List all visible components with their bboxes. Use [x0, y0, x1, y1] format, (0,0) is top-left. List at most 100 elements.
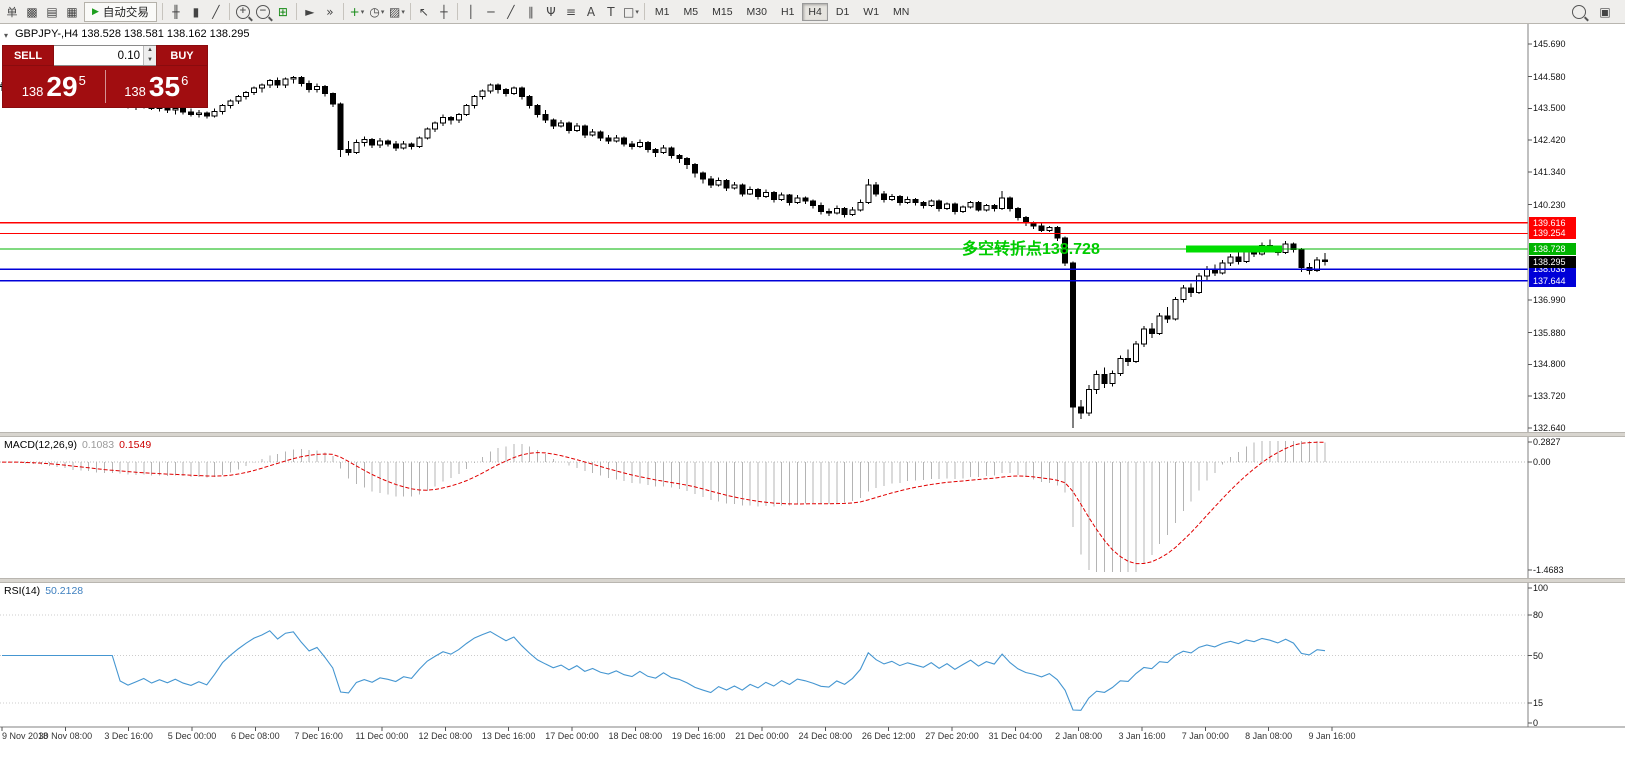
zoom-in-lens: +: [235, 4, 250, 19]
templates-icon[interactable]: ▨ ▾: [387, 2, 407, 22]
search-icon[interactable]: [1569, 2, 1589, 22]
one-click-collapse-arrow[interactable]: ▾: [4, 31, 9, 40]
separator-2: [228, 3, 230, 20]
rsi-name: RSI(14): [4, 585, 41, 597]
ohlc-bars-icon[interactable]: ╫: [166, 2, 186, 22]
rsi-axis-label: 100: [1533, 583, 1549, 593]
timeframe-m30-button[interactable]: M30: [741, 3, 773, 21]
level-price-tag: 138.728: [1529, 242, 1576, 255]
price-divider: [104, 70, 106, 103]
timeframe-d1-button[interactable]: D1: [830, 3, 855, 21]
zoom-out-icon[interactable]: −: [253, 2, 273, 22]
level-price-tag: 139.254: [1529, 227, 1576, 240]
auto-scroll-icon[interactable]: ►: [300, 2, 320, 22]
periods-icon[interactable]: ◷ ▾: [367, 2, 387, 22]
tile-windows-icon[interactable]: ⊞: [273, 2, 293, 22]
price-tick-label: 141.340: [1533, 167, 1566, 177]
zoom-in-icon[interactable]: +: [233, 2, 253, 22]
new-order-button[interactable]: 单: [2, 2, 22, 22]
ask-prefix: 138: [124, 83, 146, 99]
time-axis-label: 7 Jan 00:00: [1181, 731, 1229, 741]
bid-prefix: 138: [21, 83, 44, 99]
rsi-axis-label: 80: [1533, 610, 1544, 620]
timeframe-h1-button[interactable]: H1: [775, 3, 800, 21]
time-axis-label: 17 Dec 00:00: [545, 731, 599, 741]
channel-icon[interactable]: ∥: [521, 2, 541, 22]
time-axis-label: 3 Dec 16:00: [104, 731, 153, 741]
timeframe-w1-button[interactable]: W1: [857, 3, 885, 21]
pitchfork-icon[interactable]: Ψ: [541, 2, 561, 22]
label-tool-icon[interactable]: T: [601, 2, 621, 22]
time-axis-label: 11 Dec 00:00: [355, 731, 409, 741]
indicators-icon[interactable]: + ▾: [347, 2, 367, 22]
crosshair-icon[interactable]: ┼: [434, 2, 454, 22]
time-axis-label: 6 Dec 08:00: [231, 731, 280, 741]
panel-divider-1[interactable]: [0, 432, 1625, 437]
line-chart-icon[interactable]: ╱: [206, 2, 226, 22]
time-axis-label: 13 Dec 16:00: [481, 731, 536, 741]
fibonacci-icon[interactable]: ≡: [561, 2, 581, 22]
bid-pips: 29: [46, 70, 78, 102]
lot-size-field[interactable]: 0.10 ▲ ▼: [54, 45, 156, 66]
autotrade-play-icon: ▶: [92, 6, 99, 16]
timeframe-m5-button[interactable]: M5: [678, 3, 705, 21]
one-click-trading-panel: SELL 0.10 ▲ ▼ BUY 138 29 5 138 35 6: [2, 45, 208, 108]
vertical-line-icon[interactable]: │: [461, 2, 481, 22]
timeframe-m15-button[interactable]: M15: [706, 3, 738, 21]
pivot-annotation-text: 多空转折点138.728: [962, 241, 1100, 258]
bid-point: 5: [78, 73, 86, 88]
new-chart-icon[interactable]: ▩: [22, 2, 42, 22]
trendline-icon[interactable]: ╱: [501, 2, 521, 22]
ask-pips: 35: [148, 70, 181, 102]
candlestick-chart-icon[interactable]: ▮: [186, 2, 206, 22]
price-tick-label: 136.990: [1533, 295, 1566, 305]
macd-axis-label: -1.4683: [1533, 565, 1564, 575]
time-axis-label: 9 Nov 2018: [2, 731, 49, 741]
sell-price-button[interactable]: 138 29 5: [3, 66, 105, 107]
sell-button[interactable]: SELL: [2, 45, 54, 66]
panel-divider-2[interactable]: [0, 578, 1625, 583]
separator-7: [643, 3, 645, 20]
lot-spinner: ▲ ▼: [143, 46, 156, 65]
timeframe-toolbar: M1 M5 M15 M30 H1 H4 D1 W1 MN: [648, 0, 916, 23]
time-axis-label: 30 Nov 08:00: [38, 731, 93, 741]
time-axis-label: 26 Dec 12:00: [861, 731, 916, 741]
chart-shift-icon[interactable]: »: [320, 2, 340, 22]
profiles-icon[interactable]: ▤: [42, 2, 62, 22]
price-tick-label: 145.690: [1533, 39, 1566, 49]
shapes-icon[interactable]: □ ▾: [621, 2, 641, 22]
timeframe-m1-button[interactable]: M1: [649, 3, 676, 21]
price-tick-label: 134.800: [1533, 359, 1566, 370]
lot-increase-button[interactable]: ▲: [147, 47, 153, 53]
horizontal-line-icon[interactable]: ─: [481, 2, 501, 22]
level-price-tag: 137.644: [1529, 274, 1576, 287]
buy-button[interactable]: BUY: [156, 45, 208, 66]
time-axis-label: 2 Jan 08:00: [1055, 731, 1103, 741]
timeframe-mn-button[interactable]: MN: [887, 3, 915, 21]
buy-price-button[interactable]: 138 35 6: [106, 66, 208, 107]
lot-decrease-button[interactable]: ▼: [147, 56, 153, 63]
autotrade-label: 自动交易: [102, 6, 149, 19]
timeframe-h4-button[interactable]: H4: [802, 2, 828, 21]
price-tick-label: 144.580: [1533, 71, 1566, 82]
text-tool-icon[interactable]: A: [581, 2, 601, 22]
data-window-icon[interactable]: ▣: [1595, 2, 1615, 22]
time-axis-label: 7 Dec 16:00: [294, 731, 343, 741]
rsi-axis-label: 50: [1533, 650, 1544, 661]
autotrade-button[interactable]: ▶ 自动交易: [84, 1, 157, 22]
lot-value: 0.10: [117, 49, 140, 62]
cursor-icon[interactable]: ↖: [414, 2, 434, 22]
time-axis-label: 12 Dec 08:00: [418, 731, 473, 741]
toolbar-icon-group: 单 ▩ ▤ ▦ ▶ 自动交易 ╫ ▮ ╱ + − ⊞ ►» + ▾ ◷ ▾ ▨ ▾ ↖ ┼ │ ─ ╱ ∥ Ψ ≡ A T □ ▾: [2, 0, 648, 23]
price-tick-label: 140.230: [1533, 199, 1566, 210]
ask-point: 6: [181, 73, 189, 88]
time-axis-label: 5 Dec 00:00: [167, 731, 217, 741]
time-axis-label: 31 Dec 04:00: [988, 731, 1043, 741]
macd-axis-label: 0.00: [1533, 457, 1551, 468]
rsi-axis-label: 0: [1533, 718, 1539, 728]
market-watch-icon[interactable]: ▦: [62, 2, 82, 22]
price-tick-label: 133.720: [1533, 391, 1566, 402]
macd-value-2: 0.1549: [119, 439, 152, 451]
